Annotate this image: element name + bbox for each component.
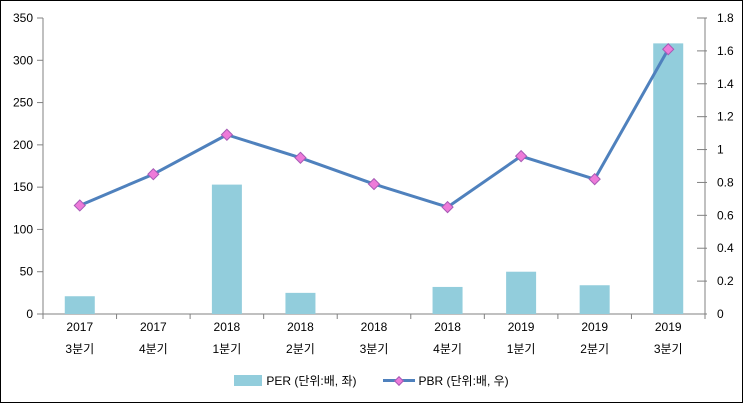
left-axis-tick-label: 200 [13,138,33,152]
x-axis-category-quarter: 4분기 [139,342,168,356]
x-axis-category-quarter: 3분기 [65,342,94,356]
left-axis-tick-label: 300 [13,53,33,67]
per-bar [432,286,463,314]
x-axis-category-quarter: 2분기 [286,342,315,356]
right-axis-tick-label: 1 [717,143,724,157]
right-axis-tick-label: 1.6 [717,44,734,58]
right-axis-tick-label: 0.2 [717,274,734,288]
legend-per-label: PER (단위:배, 좌) [266,374,357,388]
per-bar [64,296,95,314]
pbr-diamond-marker [588,172,601,186]
x-axis-category-quarter: 1분기 [213,342,242,356]
pbr-diamond-marker [441,200,454,214]
right-axis-tick-label: 0 [717,307,724,321]
left-axis-tick-label: 50 [20,265,34,279]
per-bar [506,271,537,314]
pbr-diamond-marker [514,149,528,163]
left-axis-tick-label: 150 [13,180,33,194]
pbr-diamond-marker [294,151,307,164]
per-bar [285,292,316,314]
x-axis-category-quarter: 3분기 [654,342,683,356]
per-bar-swatch-icon [234,375,263,386]
x-axis-category-year: 2017 [140,320,167,334]
pbr-diamond-marker [147,168,160,181]
left-axis-tick-label: 250 [13,96,33,110]
pbr-line-swatch-icon [382,375,415,386]
pbr-diamond-marker [662,43,675,56]
legend-item-pbr: PBR (단위:배, 우) [382,372,509,389]
pbr-diamond-marker [220,128,234,141]
x-axis-category-quarter: 4분기 [433,342,462,356]
pbr-diamond-marker-icon [393,375,404,386]
x-axis-category-year: 2017 [66,320,93,334]
left-axis-tick-label: 0 [26,307,33,321]
per-bar [653,43,684,314]
x-axis-category-quarter: 2분기 [580,342,609,356]
per-bar [579,285,610,314]
legend-item-per: PER (단위:배, 좌) [234,372,357,389]
legend-pbr-label: PBR (단위:배, 우) [418,374,509,388]
pbr-diamond-marker [73,199,86,212]
pbr-diamond-marker [367,177,381,191]
right-axis-tick-label: 1.2 [717,110,734,124]
right-axis-tick-label: 0.4 [717,241,734,255]
x-axis-category-year: 2018 [361,320,388,334]
x-axis-category-quarter: 1분기 [507,342,536,356]
x-axis-category-year: 2019 [508,320,535,334]
x-axis-category-year: 2018 [434,320,461,334]
right-axis-tick-label: 1.4 [717,77,734,91]
right-axis-tick-label: 0.6 [717,208,734,222]
x-axis-category-year: 2018 [287,320,314,334]
x-axis-category-year: 2019 [655,320,682,334]
right-axis-tick-label: 0.8 [717,175,734,189]
chart-legend: PER (단위:배, 좌) PBR (단위:배, 우) [1,372,742,389]
right-axis-tick-label: 1.8 [717,11,734,25]
per-bar [211,184,242,314]
x-axis-category-quarter: 3분기 [360,342,389,356]
left-axis-tick-label: 350 [13,11,33,25]
x-axis-category-year: 2018 [214,320,241,334]
x-axis-category-year: 2019 [581,320,608,334]
left-axis-tick-label: 100 [13,222,33,236]
